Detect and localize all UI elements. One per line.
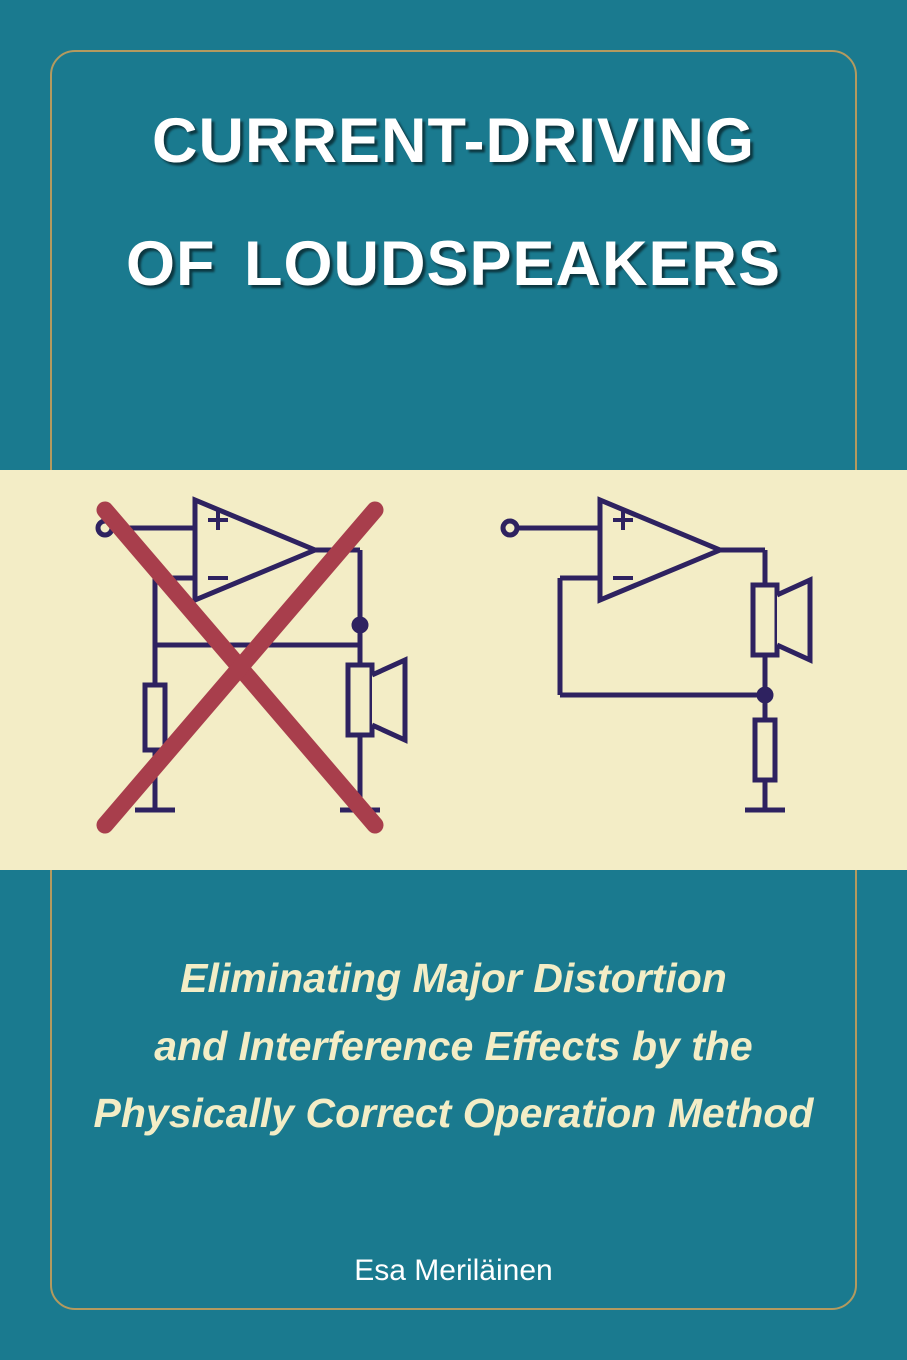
title-line-1: CURRENT-DRIVING [0, 110, 907, 173]
circuit-diagrams [0, 470, 907, 870]
right-circuit-current-drive [503, 500, 810, 810]
title-block: CURRENT-DRIVING OF LOUDSPEAKERS [0, 110, 907, 356]
subtitle-block: Eliminating Major Distortion and Interfe… [65, 945, 842, 1148]
circuit-diagram-band [0, 470, 907, 870]
subtitle-line-1: Eliminating Major Distortion [65, 945, 842, 1013]
author-name: Esa Meriläinen [0, 1254, 907, 1288]
subtitle-line-2: and Interference Effects by the [65, 1013, 842, 1081]
title-line-2: OF LOUDSPEAKERS [0, 233, 907, 296]
subtitle-line-3: Physically Correct Operation Method [65, 1080, 842, 1148]
